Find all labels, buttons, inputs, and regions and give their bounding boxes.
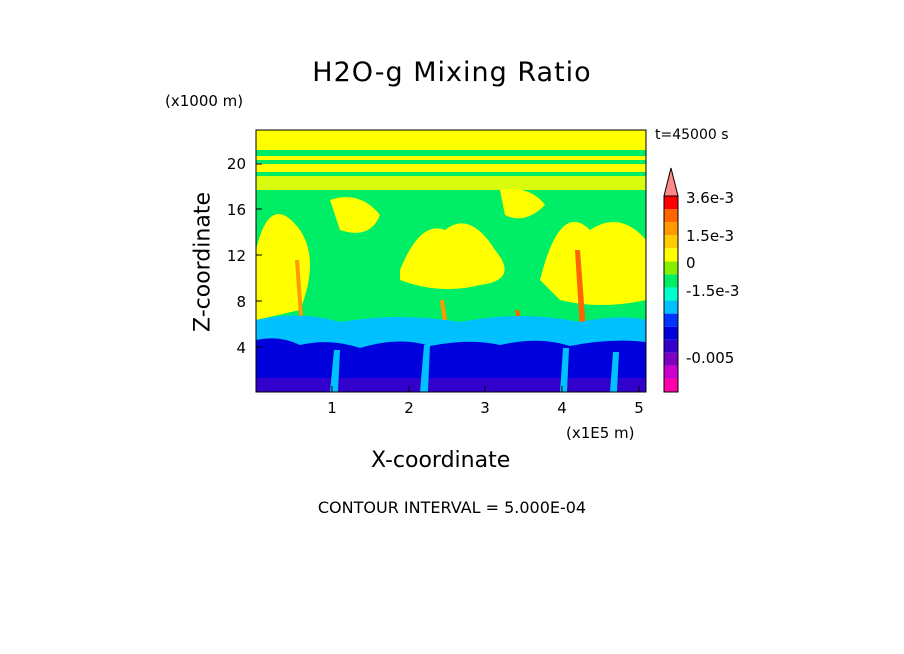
x-tick-label: 3 [480,399,490,417]
colorbar-swatch [664,235,678,249]
colorbar-label: -0.005 [686,349,735,367]
moist-blob [540,221,646,305]
x-tick-label: 5 [634,399,644,417]
colorbar-swatch [664,365,678,379]
moist-plume [560,348,569,392]
colorbar-label: 0 [686,254,696,272]
moist-filament [295,260,304,330]
y-tick-label: 12 [226,247,246,265]
colorbar-swatch [664,274,678,288]
colorbar-swatch [664,300,678,314]
x-tick-label: 2 [404,399,414,417]
y-tick-label: 16 [226,201,246,219]
colorbar-swatch [664,339,678,353]
moist-blob [500,189,545,219]
colorbar-swatch [664,261,678,275]
colorbar-label: 3.6e-3 [686,189,735,207]
upper-band-stripe [256,150,646,156]
contour-field [256,130,646,392]
colorbar-swatch [664,352,678,366]
x-axis-unit: (x1E5 m) [566,424,635,442]
colorbar-swatch [664,196,678,210]
y-tick-label: 4 [236,339,246,357]
colorbar-label: -1.5e-3 [686,282,740,300]
dry-surface-layer [256,378,646,392]
moist-filament [575,250,586,330]
colorbar-swatch [664,287,678,301]
colorbar-label: 1.5e-3 [686,227,735,245]
colorbar-swatch [664,378,678,392]
colorbar [663,167,679,393]
moist-blob [256,214,310,320]
contour-interval-label: CONTOUR INTERVAL = 5.000E-04 [317,498,587,517]
upper-band-2 [256,164,646,172]
y-tick-label: 20 [226,155,246,173]
x-tick-label: 1 [327,399,337,417]
plot-frame [255,129,647,393]
moist-blob [330,197,380,233]
x-tick-label: 4 [557,399,567,417]
y-tick-marks [256,163,262,348]
upper-band-3 [256,176,646,190]
time-label: t=45000 s [655,127,729,143]
colorbar-swatch [664,222,678,236]
moist-plume [330,350,340,392]
colorbar-swatch [664,326,678,340]
colorbar-extension-triangle [663,167,679,197]
moist-plume [610,352,619,392]
x-tick-marks [331,386,640,392]
chart-title: H2O-g Mixing Ratio [312,57,592,88]
moist-blob [400,223,505,289]
moist-plume [420,345,430,392]
y-tick-label: 8 [236,293,246,311]
x-axis-label: X-coordinate [371,448,511,473]
colorbar-swatch [664,248,678,262]
colorbar-swatch [664,313,678,327]
colorbar-swatch [664,209,678,223]
y-axis-unit: (x1000 m) [165,92,244,110]
